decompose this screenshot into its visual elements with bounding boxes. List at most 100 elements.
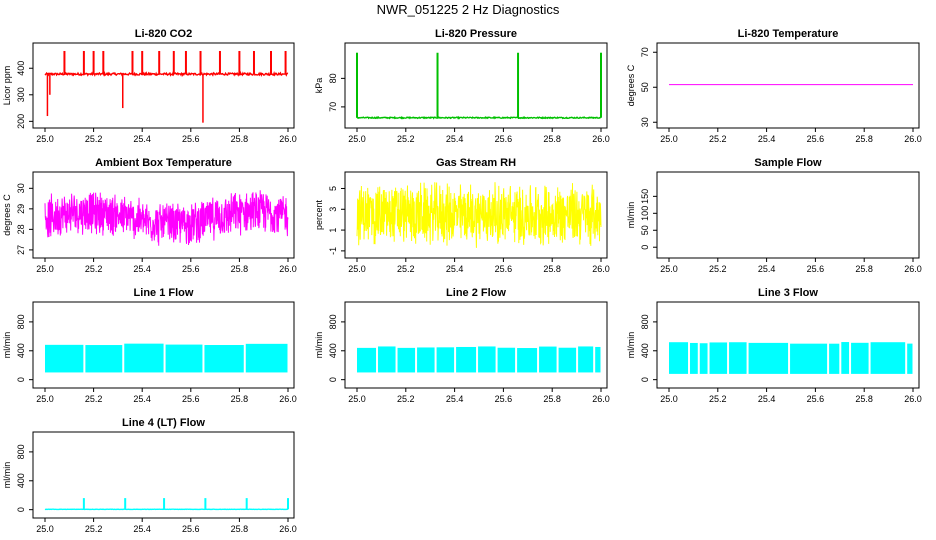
- panel-9-flow-segment: [709, 342, 728, 374]
- panel-3-ytick-label: 70: [640, 47, 650, 57]
- panel-5-frame: [344, 171, 608, 259]
- panel-5-series-line: [356, 182, 602, 248]
- panel-2-title: Li-820 Pressure: [435, 28, 517, 40]
- panel-5-ytick-label: 3: [328, 207, 338, 212]
- panel-7-xtick-label: 25.8: [231, 394, 249, 404]
- panel-7-ylabel: ml/min: [2, 332, 12, 359]
- panel-1-xtick-label: 25.8: [231, 134, 249, 144]
- panel-10-xtick-label: 26.0: [279, 524, 297, 534]
- panel-1-ylabel: Licor ppm: [2, 66, 12, 106]
- panel-8-flow-segment: [578, 346, 594, 373]
- panel-9-ylabel: ml/min: [626, 332, 636, 359]
- panel-6-ytick-label: 50: [640, 225, 650, 235]
- panel-6-xtick-label: 26.0: [904, 264, 922, 274]
- panel-9-ytick-label: 400: [640, 343, 650, 358]
- panel-10-ytick-label: 800: [16, 444, 26, 459]
- panel-2-xtick-label: 25.0: [348, 134, 366, 144]
- panel-2-xtick-label: 26.0: [592, 134, 610, 144]
- panel-7-xtick-label: 25.2: [85, 394, 103, 404]
- panel-2-ytick-label: 80: [328, 73, 338, 83]
- panel-7-flow-segment: [85, 345, 123, 373]
- panel-9-flow-segment: [851, 342, 869, 374]
- panel-8-ytick-label: 800: [328, 314, 338, 329]
- panel-6-xtick-label: 25.6: [807, 264, 825, 274]
- panel-4-ytick-label: 29: [16, 204, 26, 214]
- panel-8-flow-segment: [558, 347, 577, 373]
- panel-7-flow-segment: [165, 344, 203, 373]
- panel-9-flow-segment: [870, 342, 906, 374]
- panel-8-ylabel: ml/min: [314, 332, 324, 359]
- panel-6-ytick-label: 100: [640, 206, 650, 221]
- panel-6-xtick-label: 25.4: [758, 264, 776, 274]
- panel-2-frame: [344, 42, 608, 129]
- panel-3-ylabel: degrees C: [626, 64, 636, 106]
- panel-1-frame: [32, 42, 295, 129]
- panel-8-flow-segment: [478, 346, 496, 373]
- panel-2-series-line: [356, 115, 602, 120]
- panel-1-xtick-label: 25.6: [182, 134, 200, 144]
- panel-10-ytick-label: 0: [16, 507, 26, 512]
- panel-8-flow-segment: [497, 347, 516, 373]
- panel-7-ytick-label: 400: [16, 343, 26, 358]
- panel-10-xtick-label: 25.4: [133, 524, 151, 534]
- panel-4-xtick-label: 25.6: [182, 264, 200, 274]
- panel-1-xtick-label: 25.2: [85, 134, 103, 144]
- panel-9-flow-segment: [790, 343, 828, 374]
- panel-9-flow-segment: [748, 342, 789, 374]
- panel-8-flow-segment: [357, 347, 377, 373]
- panel-2-xtick-label: 25.4: [446, 134, 464, 144]
- panel-9-flow-segment: [829, 343, 840, 374]
- panel-7-flow-segment: [124, 343, 164, 373]
- panel-6-xtick-label: 25.8: [855, 264, 873, 274]
- panel-3-xtick-label: 26.0: [904, 134, 922, 144]
- panel-1-ytick-label: 300: [16, 87, 26, 102]
- panel-4-ylabel: degrees C: [2, 194, 12, 236]
- panel-6-ytick-label: 0: [640, 245, 650, 250]
- panel-10-xtick-label: 25.8: [231, 524, 249, 534]
- panel-2-ylabel: kPa: [314, 78, 324, 94]
- panel-2-xtick-label: 25.6: [495, 134, 513, 144]
- panel-7-frame: [32, 301, 295, 389]
- panel-3-xtick-label: 25.2: [709, 134, 727, 144]
- panel-1-title: Li-820 CO2: [135, 28, 192, 40]
- panel-7-flow-segment: [245, 343, 288, 373]
- panel-3-xtick-label: 25.0: [660, 134, 678, 144]
- panel-8-flow-segment: [595, 346, 601, 373]
- panel-7-ytick-label: 800: [16, 314, 26, 329]
- panel-9-flow-segment: [729, 342, 747, 374]
- panel-1-xtick-label: 26.0: [279, 134, 297, 144]
- panel-10-xtick-label: 25.6: [182, 524, 200, 534]
- panel-8-title: Line 2 Flow: [446, 287, 506, 299]
- panel-9-frame: [656, 301, 920, 389]
- panel-5-title: Gas Stream RH: [436, 157, 516, 169]
- panel-8-xtick-label: 25.4: [446, 394, 464, 404]
- panel-8-xtick-label: 25.2: [397, 394, 415, 404]
- panel-4-ytick-label: 30: [16, 183, 26, 193]
- panel-8-flow-segment: [417, 347, 435, 373]
- panel-8-flow-segment: [378, 346, 396, 373]
- panel-5-xtick-label: 25.4: [446, 264, 464, 274]
- panel-7-flow-segment: [45, 344, 84, 373]
- panel-5-ylabel: percent: [314, 199, 324, 230]
- panel-5-xtick-label: 25.2: [397, 264, 415, 274]
- panel-5-xtick-label: 25.8: [543, 264, 561, 274]
- panel-4-xtick-label: 25.4: [133, 264, 151, 274]
- panel-7-title: Line 1 Flow: [134, 287, 194, 299]
- panel-7-xtick-label: 25.6: [182, 394, 200, 404]
- panel-2-xtick-label: 25.2: [397, 134, 415, 144]
- panel-10-xtick-label: 25.0: [36, 524, 54, 534]
- panel-7-xtick-label: 25.4: [133, 394, 151, 404]
- panel-10-title: Line 4 (LT) Flow: [122, 417, 205, 429]
- panel-4-xtick-label: 25.0: [36, 264, 54, 274]
- panel-2-ytick-label: 70: [328, 102, 338, 112]
- panel-9-xtick-label: 25.4: [758, 394, 776, 404]
- panel-8-flow-segment: [517, 348, 538, 373]
- panel-9-xtick-label: 25.2: [709, 394, 727, 404]
- page-title: NWR_051225 2 Hz Diagnostics: [376, 2, 560, 17]
- panel-9-flow-segment: [669, 342, 689, 374]
- panel-7-ytick-label: 0: [16, 377, 26, 382]
- panel-8-xtick-label: 25.0: [348, 394, 366, 404]
- panel-8-ytick-label: 400: [328, 343, 338, 358]
- panel-3-title: Li-820 Temperature: [738, 28, 839, 40]
